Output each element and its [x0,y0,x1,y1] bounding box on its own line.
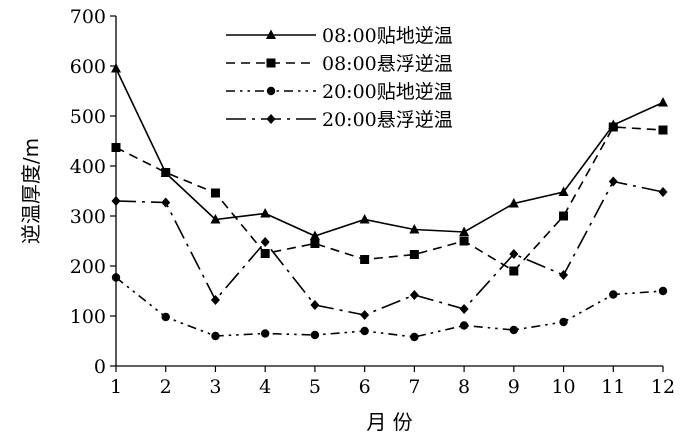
y-tick-label: 200 [70,256,106,278]
data-point [260,208,271,218]
y-tick-label: 600 [70,56,106,78]
data-point [310,300,320,310]
series-line [115,126,664,273]
data-point [608,176,618,187]
series-line [115,180,664,316]
data-point [360,255,370,264]
series-3 [111,273,668,342]
x-tick-label: 5 [309,376,321,398]
data-point [111,273,121,282]
data-point [459,304,469,314]
y-tick-label: 400 [70,156,106,178]
data-point [559,270,569,280]
data-point [658,125,668,135]
data-point [459,321,469,330]
data-point [509,249,519,259]
legend-entry: 08:00贴地逆温 [226,25,453,47]
y-tick-label: 0 [94,356,106,378]
x-tick-label: 6 [359,376,371,398]
legend-entry: 20:00贴地逆温 [226,81,453,103]
data-point [161,312,170,322]
y-tick-label: 700 [70,6,106,28]
data-point [309,230,320,240]
data-point [559,317,568,327]
x-tick-label: 8 [458,376,470,398]
data-point [658,97,668,107]
data-point [359,214,370,224]
legend-entry: 20:00悬浮逆温 [226,109,453,131]
data-point [558,186,569,196]
data-point [410,332,419,342]
data-point [310,330,320,340]
data-point [360,326,369,336]
legend-marker [266,114,276,124]
data-point [210,188,220,198]
series-2 [111,122,668,276]
y-axis-title: 逆温厚度/m [19,138,43,244]
data-point [409,290,419,300]
legend-label: 20:00贴地逆温 [322,81,453,103]
data-point [210,295,220,305]
data-point [111,63,121,73]
data-point [210,214,221,224]
data-point [161,197,171,208]
data-point [559,211,569,221]
data-point [409,250,419,259]
data-point [508,198,519,208]
y-tick-label: 500 [70,106,106,128]
series-layer [111,63,668,342]
series-4 [111,176,668,320]
legend: 08:00贴地逆温 08:00悬浮逆温 20:00贴地逆温 20:00悬浮逆温 [226,25,453,131]
data-point [509,266,519,276]
data-point [360,310,370,320]
x-tick-label: 7 [408,376,420,398]
x-tick-label: 12 [651,376,675,398]
legend-label: 08:00悬浮逆温 [322,53,453,75]
legend-entry: 08:00悬浮逆温 [226,53,453,75]
data-point [609,290,618,299]
legend-marker [266,58,276,68]
series-1 [111,63,668,240]
data-point [111,196,121,206]
legend-label: 08:00贴地逆温 [322,25,453,47]
data-point [260,237,270,247]
data-point [509,325,519,335]
data-point [658,187,668,197]
x-tick-label: 4 [259,376,271,398]
x-tick-label: 3 [209,376,221,398]
data-point [459,236,469,246]
data-point [211,331,220,341]
data-point [608,122,618,132]
legend-marker [266,86,276,96]
x-tick-label: 11 [601,376,625,398]
y-tick-label: 300 [70,206,106,228]
data-point [459,226,470,236]
data-point [310,239,320,248]
data-point [111,143,121,152]
series-line [115,68,664,237]
data-point [161,168,171,177]
x-tick-label: 10 [551,376,575,398]
data-point [260,249,270,258]
data-point [409,224,420,234]
x-tick-label: 1 [110,376,122,398]
x-axis-title: 月 份 [366,410,412,434]
series-line [115,276,664,338]
legend-marker [266,29,276,39]
data-point [260,329,270,338]
x-tick-label: 9 [508,376,520,398]
x-tick-label: 2 [160,376,172,398]
data-point [658,286,668,296]
y-tick-label: 100 [70,306,106,328]
legend-label: 20:00悬浮逆温 [322,109,453,131]
